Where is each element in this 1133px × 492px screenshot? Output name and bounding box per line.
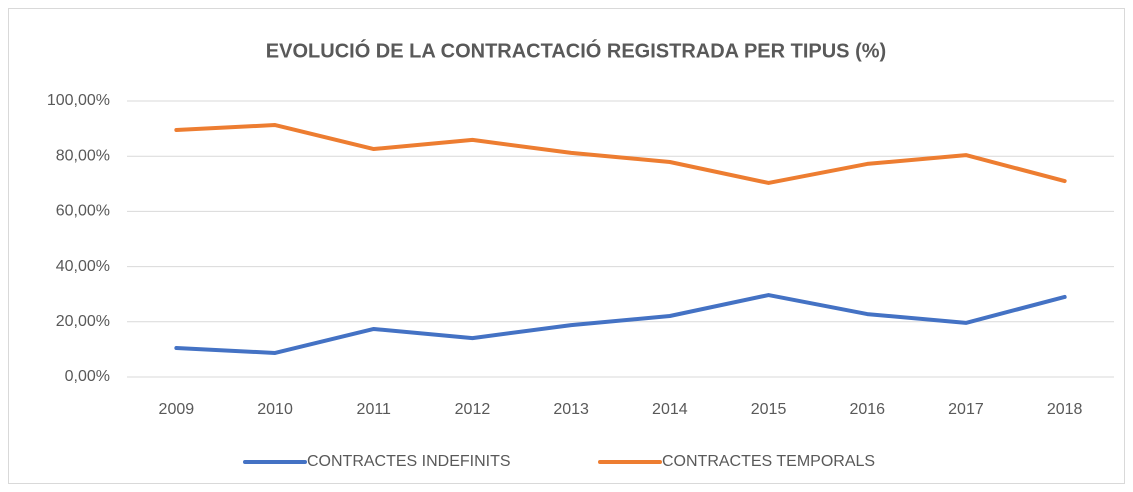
y-tick-label: 80,00% bbox=[56, 147, 110, 164]
legend-label: CONTRACTES TEMPORALS bbox=[662, 453, 875, 470]
chart-title: EVOLUCIÓ DE LA CONTRACTACIÓ REGISTRADA P… bbox=[266, 38, 886, 62]
y-tick-label: 40,00% bbox=[56, 258, 110, 275]
series-line bbox=[174, 293, 1067, 355]
x-tick-label: 2018 bbox=[1047, 401, 1083, 418]
x-tick-label: 2014 bbox=[652, 401, 688, 418]
y-tick-label: 0,00% bbox=[65, 368, 110, 385]
x-tick-label: 2009 bbox=[159, 401, 195, 418]
chart-border bbox=[8, 8, 1125, 484]
x-tick-label: 2011 bbox=[357, 401, 392, 418]
series-line bbox=[174, 123, 1067, 185]
x-tick-label: 2016 bbox=[849, 401, 885, 418]
y-tick-label: 100,00% bbox=[47, 92, 110, 109]
y-tick-label: 20,00% bbox=[56, 313, 110, 330]
y-tick-label: 60,00% bbox=[56, 203, 110, 220]
x-tick-label: 2015 bbox=[751, 401, 787, 418]
legend-label: CONTRACTES INDEFINITS bbox=[307, 453, 511, 470]
x-tick-label: 2010 bbox=[257, 401, 293, 418]
x-tick-label: 2012 bbox=[455, 401, 491, 418]
x-tick-label: 2017 bbox=[948, 401, 984, 418]
x-tick-label: 2013 bbox=[553, 401, 589, 418]
